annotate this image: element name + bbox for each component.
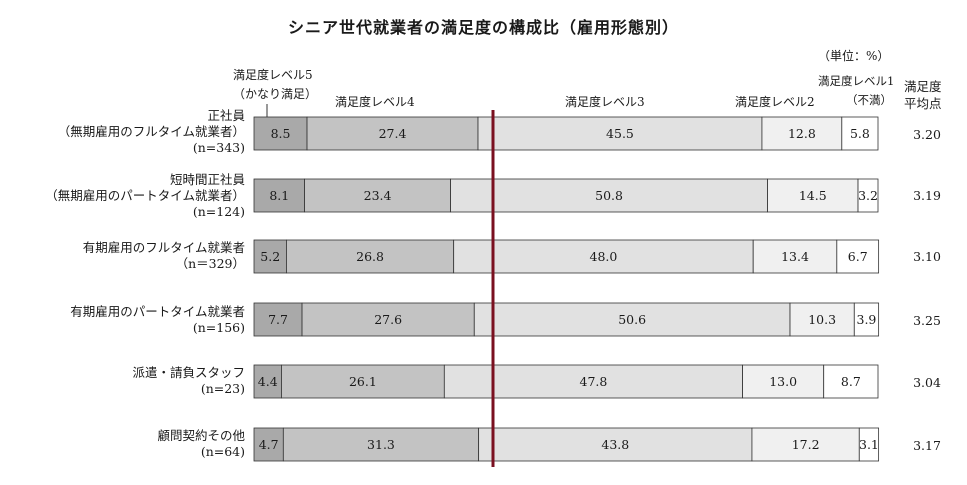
bar-value-label: 31.3 [367, 437, 395, 452]
bar-value-label: 27.6 [374, 312, 402, 327]
unit-label: （単位：%） [818, 49, 890, 63]
bar-value-label: 17.2 [792, 437, 820, 452]
bar-value-label: 3.2 [858, 188, 878, 203]
bar-segment-level5 [253, 427, 284, 462]
level5-header-line1: 満足度レベル5 [233, 68, 313, 82]
bar-segment-level3 [477, 116, 763, 151]
bar-value-label: 8.7 [841, 374, 861, 389]
bar-value-label: 12.8 [788, 126, 816, 141]
bar-value-label: 4.4 [258, 374, 278, 389]
row-label-line: (n=124) [192, 204, 245, 219]
level2-header: 満足度レベル2 [735, 93, 815, 110]
bar-segment-level5 [253, 239, 287, 274]
avg-value: 3.04 [913, 375, 941, 390]
level2-header-line1: 満足度レベル2 [735, 95, 815, 109]
bar-value-label: 13.4 [781, 249, 809, 264]
bar-value-label: 45.5 [606, 126, 634, 141]
bar-value-label: 26.8 [356, 249, 384, 264]
bar-segment-level1 [857, 178, 879, 213]
bar-value-label: 5.2 [260, 249, 280, 264]
row-label-regular-part: 短時間正社員 （無期雇用のパートタイム就業者） (n=124) [45, 172, 245, 220]
bar-segment-level1 [836, 239, 880, 274]
bar-value-label: 48.0 [590, 249, 618, 264]
bar-segment-level1 [841, 116, 879, 151]
bar-segment-level3 [453, 239, 754, 274]
row-label-line: (n=64) [200, 444, 245, 459]
bar-value-label: 27.4 [379, 126, 407, 141]
avg-header: 満足度 平均点 [904, 78, 942, 112]
bar-segment-level5 [253, 302, 303, 337]
level4-header-line1: 満足度レベル4 [335, 95, 415, 109]
row-label-line: （無期雇用のフルタイム就業者） [57, 124, 245, 139]
bar-value-label: 3.9 [857, 312, 877, 327]
row-label-line: 有期雇用のパートタイム就業者 [70, 304, 245, 319]
row-label-line: 正社員 [207, 108, 245, 123]
bar-value-label: 5.8 [850, 126, 870, 141]
bar-segment-level4 [286, 239, 455, 274]
level5-header-line2: （かなり満足） [233, 87, 318, 101]
bar-value-label: 8.1 [269, 188, 289, 203]
bar-value-label: 50.8 [595, 188, 623, 203]
bar-segment-level1 [853, 302, 880, 337]
bar-segment-level2 [752, 239, 838, 274]
row-label-regular-full: 正社員 （無期雇用のフルタイム就業者） (n=343) [58, 108, 245, 156]
row-label-line: 有期雇用のフルタイム就業者 [82, 240, 245, 255]
bar-segment-level2 [751, 427, 860, 462]
bar-segment-level2 [742, 364, 825, 399]
bar-value-label: 50.6 [618, 312, 646, 327]
level1-header-line1: 満足度レベル1 [818, 74, 895, 88]
avg-value: 3.17 [913, 438, 941, 453]
bar-segment-level5 [253, 116, 308, 151]
bar-value-label: 47.8 [580, 374, 608, 389]
bar-value-label: 13.0 [769, 374, 797, 389]
bar-value-label: 23.4 [364, 188, 392, 203]
row-label-advisor: 顧問契約その他 (n=64) [157, 428, 245, 460]
avg-value: 3.20 [913, 127, 941, 142]
row-label-line: （無期雇用のパートタイム就業者） [45, 188, 245, 203]
row-label-line: (n=23) [200, 381, 245, 396]
row-label-line: (n=343) [192, 140, 245, 155]
avg-header-line1: 満足度 [904, 79, 942, 94]
bar-segment-level4 [282, 427, 480, 462]
bar-segment-level4 [304, 178, 451, 213]
bar-value-label: 14.5 [799, 188, 827, 203]
row-label-fixed-full: 有期雇用のフルタイム就業者 （n＝329） [83, 240, 245, 272]
level4-header: 満足度レベル4 [335, 93, 415, 110]
level1-header-line2: （不満） [846, 93, 892, 107]
bar-value-label: 7.7 [268, 312, 288, 327]
bar-segment-level4 [306, 116, 479, 151]
bar-segment-level2 [789, 302, 855, 337]
bar-value-label: 6.7 [848, 249, 868, 264]
level5-header: 満足度レベル5 （かなり満足） [233, 66, 317, 104]
bar-value-label: 26.1 [349, 374, 377, 389]
bar-segment-level4 [281, 364, 445, 399]
level3-header-line1: 満足度レベル3 [565, 95, 645, 109]
row-label-line: 顧問契約その他 [157, 428, 245, 443]
row-label-dispatch: 派遣・請負スタッフ (n=23) [132, 365, 245, 397]
avg-value: 3.10 [913, 249, 941, 264]
bars-group: 8.5 27.4 45.5 12.8 5.8 8.1 23.4 50.8 14.5 3.2 5.2 2… [253, 116, 880, 462]
bar-value-label: 10.3 [808, 312, 836, 327]
avg-value: 3.19 [913, 188, 941, 203]
bar-value-label: 3.1 [859, 437, 879, 452]
avg-header-line2: 平均点 [904, 96, 942, 111]
bar-segment-level2 [767, 178, 859, 213]
row-label-line: 短時間正社員 [169, 172, 245, 187]
row-label-line: （n＝329） [175, 256, 245, 271]
bar-segment-level3 [473, 302, 791, 337]
level1-header: 満足度レベル1 （不満） [818, 72, 894, 110]
bar-value-label: 43.8 [601, 437, 629, 452]
bar-segment-level1 [858, 427, 880, 462]
bar-value-label: 4.7 [259, 437, 279, 452]
row-label-fixed-part: 有期雇用のパートタイム就業者 (n=156) [70, 304, 245, 336]
bar-value-label: 8.5 [271, 126, 291, 141]
level3-header: 満足度レベル3 [565, 93, 645, 110]
row-label-line: (n=156) [192, 320, 245, 335]
row-label-line: 派遣・請負スタッフ [132, 365, 245, 380]
bar-segment-level1 [823, 364, 879, 399]
chart-title: シニア世代就業者の満足度の構成比（雇用形態別） [287, 18, 679, 37]
avg-value: 3.25 [913, 313, 941, 328]
bar-segment-level3 [450, 178, 768, 213]
